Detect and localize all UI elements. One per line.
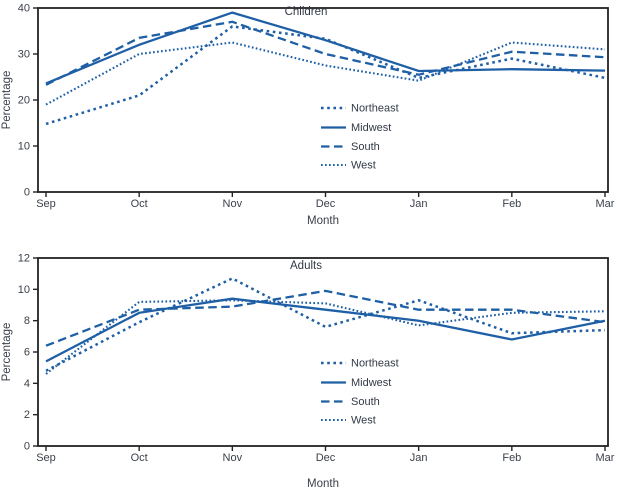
- y-tick-label: 10: [18, 141, 30, 153]
- legend-label-west: West: [351, 160, 376, 172]
- legend-label-midwest: Midwest: [351, 377, 391, 389]
- x-tick-label: Sep: [36, 198, 56, 210]
- plot-frame: [37, 257, 609, 447]
- x-tick-label: Nov: [223, 452, 243, 464]
- y-tick-label: 4: [24, 378, 30, 390]
- legend-label-northeast: Northeast: [351, 358, 399, 370]
- y-axis-title: Percentage: [1, 323, 13, 382]
- x-axis-title: Month: [307, 478, 339, 490]
- x-tick-label: Dec: [316, 452, 336, 464]
- adults-chart-section: 0 2 4 6 8 10 12 Sep Oct Nov Dec Jan Feb Mar Percentage…: [0, 249, 617, 498]
- y-tick-label: 0: [24, 187, 30, 199]
- x-tick-label: Sep: [36, 452, 56, 464]
- x-tick-label: Nov: [223, 198, 243, 210]
- y-tick-label: 10: [18, 284, 30, 296]
- y-axis-title: Percentage: [1, 71, 13, 130]
- legend-label-south: South: [351, 396, 380, 408]
- y-tick-label: 0: [24, 441, 30, 453]
- series-line-south: [45, 20, 606, 86]
- series-line-south: [45, 289, 606, 347]
- chart-title: Children: [285, 6, 328, 18]
- legend-label-northeast: Northeast: [351, 103, 399, 115]
- adults-line-chart: 0 2 4 6 8 10 12 Sep Oct Nov Dec Jan Feb Mar Percentage…: [1, 253, 615, 491]
- y-tick-label: 8: [24, 315, 30, 327]
- x-tick-label: Feb: [502, 198, 521, 210]
- y-tick-label: 30: [18, 49, 30, 61]
- series-line-midwest: [45, 297, 606, 363]
- y-tick-label: 20: [18, 95, 30, 107]
- x-tick-label: Jan: [410, 452, 428, 464]
- children-line-chart: 0 10 20 30 40 Sep Oct Nov Dec Jan Feb Mar Percentage…: [1, 3, 615, 228]
- y-tick-label: 40: [18, 3, 30, 15]
- x-tick-label: Oct: [131, 452, 148, 464]
- x-tick-label: Oct: [131, 198, 148, 210]
- series-line-northeast: [45, 277, 606, 372]
- series-line-midwest: [45, 11, 606, 85]
- x-tick-label: Mar: [596, 452, 615, 464]
- legend-label-west: West: [351, 415, 376, 427]
- chart-title: Adults: [290, 260, 322, 272]
- legend-label-midwest: Midwest: [351, 122, 391, 134]
- x-tick-label: Jan: [410, 198, 428, 210]
- legend-label-south: South: [351, 141, 380, 153]
- y-tick-label: 12: [18, 253, 30, 265]
- series-line-west: [45, 299, 606, 375]
- y-tick-label: 6: [24, 347, 30, 359]
- children-chart-section: 0 10 20 30 40 Sep Oct Nov Dec Jan Feb Mar Percentage…: [1, 3, 615, 228]
- x-tick-label: Feb: [502, 452, 521, 464]
- x-axis-title: Month: [307, 215, 339, 227]
- y-tick-label: 2: [24, 409, 30, 421]
- x-tick-label: Dec: [316, 198, 336, 210]
- series-line-northeast: [45, 25, 606, 126]
- x-tick-label: Mar: [596, 198, 615, 210]
